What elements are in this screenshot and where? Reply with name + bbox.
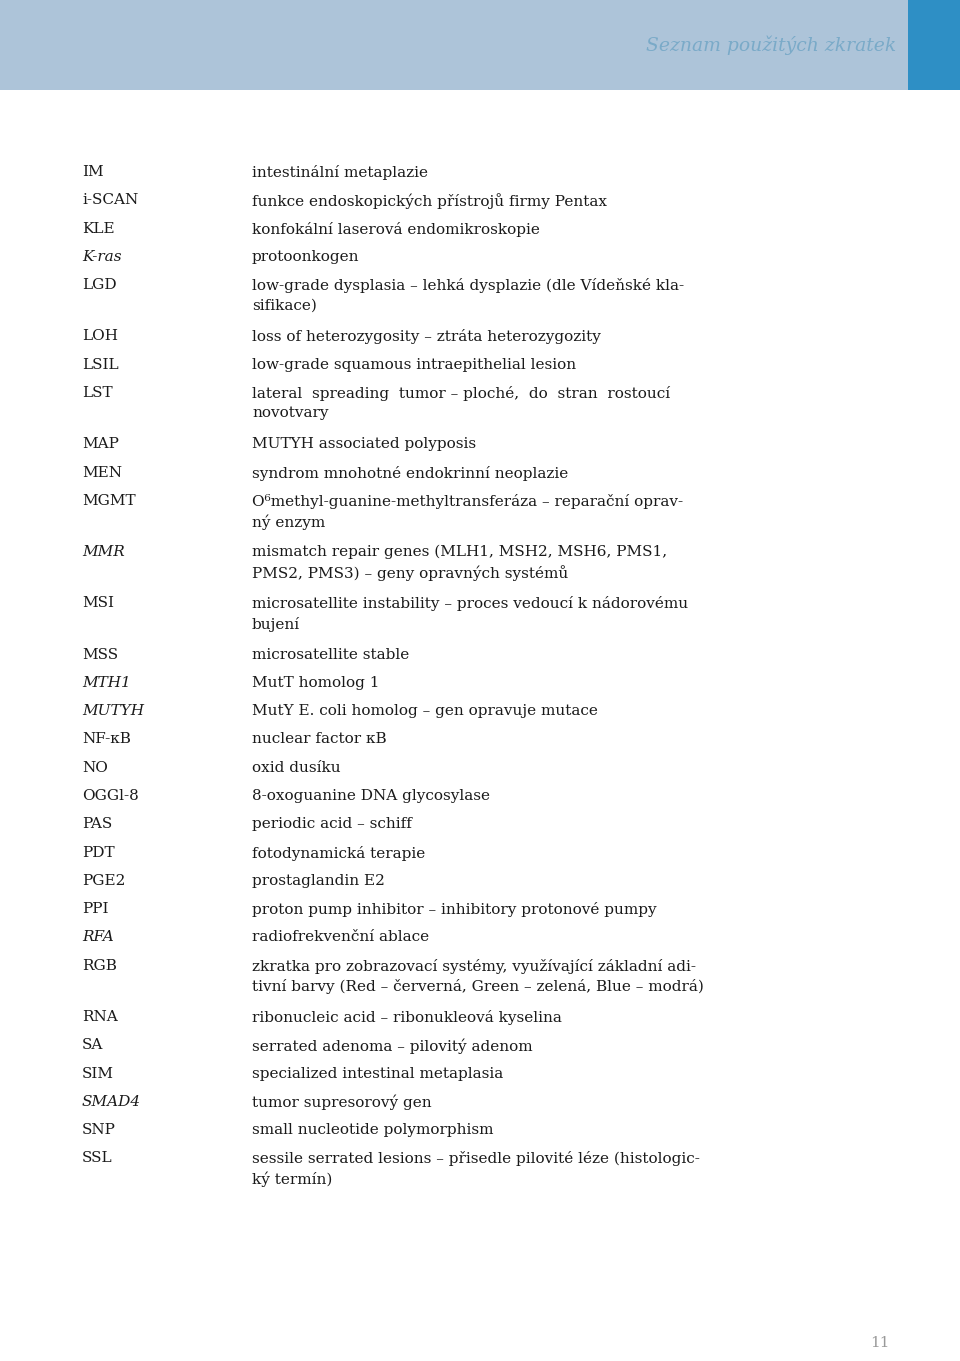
Text: PDT: PDT (82, 845, 114, 860)
Bar (0, 0, 960, 90)
Text: MSI: MSI (82, 596, 114, 610)
Text: LSIL: LSIL (82, 358, 119, 372)
Text: microsatellite instability – proces vedoucí k nádorovému: microsatellite instability – proces vedo… (252, 596, 688, 611)
Text: MUTYH associated polyposis: MUTYH associated polyposis (252, 437, 476, 452)
Text: OGGl-8: OGGl-8 (82, 789, 139, 803)
Text: MUTYH: MUTYH (82, 704, 144, 719)
Text: serrated adenoma – pilovitý adenom: serrated adenoma – pilovitý adenom (252, 1038, 533, 1053)
Text: i-SCAN: i-SCAN (82, 193, 138, 207)
Text: Seznam použitých zkratek: Seznam použitých zkratek (646, 35, 896, 54)
Text: MAP: MAP (82, 437, 119, 452)
Text: LOH: LOH (82, 329, 118, 343)
Text: IM: IM (82, 165, 104, 180)
Text: small nucleotide polymorphism: small nucleotide polymorphism (252, 1123, 493, 1138)
Text: SA: SA (82, 1038, 104, 1052)
Text: specialized intestinal metaplasia: specialized intestinal metaplasia (252, 1067, 503, 1081)
Text: sessile serrated lesions – přisedle pilovité léze (histologic-: sessile serrated lesions – přisedle pilo… (252, 1151, 700, 1166)
Text: PGE2: PGE2 (82, 874, 126, 887)
Text: SMAD4: SMAD4 (82, 1094, 141, 1109)
Text: sifikace): sifikace) (252, 298, 317, 313)
Text: periodic acid – schiff: periodic acid – schiff (252, 818, 412, 832)
Text: MutT homolog 1: MutT homolog 1 (252, 676, 379, 690)
Text: low-grade dysplasia – lehká dysplazie (dle Vídeňské kla-: low-grade dysplasia – lehká dysplazie (d… (252, 278, 684, 293)
Text: O⁶methyl-guanine-methyltransferáza – reparační oprav-: O⁶methyl-guanine-methyltransferáza – rep… (252, 494, 684, 509)
Text: konfokální laserová endomikroskopie: konfokální laserová endomikroskopie (252, 222, 540, 237)
Text: loss of heterozygosity – ztráta heterozygozity: loss of heterozygosity – ztráta heterozy… (252, 329, 601, 344)
Text: syndrom mnohotné endokrinní neoplazie: syndrom mnohotné endokrinní neoplazie (252, 465, 568, 480)
Text: ký termín): ký termín) (252, 1172, 332, 1187)
Text: K-ras: K-ras (82, 250, 122, 264)
Text: mismatch repair genes (MLH1, MSH2, MSH6, PMS1,: mismatch repair genes (MLH1, MSH2, MSH6,… (252, 544, 667, 559)
Text: prostaglandin E2: prostaglandin E2 (252, 874, 385, 887)
Bar (908, 0, 960, 90)
Text: SSL: SSL (82, 1151, 112, 1165)
Text: low-grade squamous intraepithelial lesion: low-grade squamous intraepithelial lesio… (252, 358, 576, 372)
Text: MutY E. coli homolog – gen opravuje mutace: MutY E. coli homolog – gen opravuje muta… (252, 704, 598, 719)
Text: protoonkogen: protoonkogen (252, 250, 359, 264)
Text: MGMT: MGMT (82, 494, 135, 508)
Text: KLE: KLE (82, 222, 114, 235)
Text: PAS: PAS (82, 818, 112, 832)
Text: fotodynamická terapie: fotodynamická terapie (252, 845, 425, 860)
Text: ný enzym: ný enzym (252, 514, 325, 529)
Text: PPI: PPI (82, 902, 108, 916)
Text: LST: LST (82, 387, 112, 400)
Text: lateral  spreading  tumor – ploché,  do  stran  rostoucí: lateral spreading tumor – ploché, do str… (252, 387, 670, 401)
Text: proton pump inhibitor – inhibitory protonové pumpy: proton pump inhibitor – inhibitory proto… (252, 902, 657, 917)
Text: intestinální metaplazie: intestinální metaplazie (252, 165, 428, 180)
Text: MTH1: MTH1 (82, 676, 131, 690)
Text: RNA: RNA (82, 1010, 118, 1023)
Text: MMR: MMR (82, 544, 125, 559)
Text: RGB: RGB (82, 958, 117, 973)
Text: SNP: SNP (82, 1123, 116, 1138)
Text: zkratka pro zobrazovací systémy, využívající základní adi-: zkratka pro zobrazovací systémy, využíva… (252, 958, 696, 973)
Text: novotvary: novotvary (252, 407, 328, 421)
Text: RFA: RFA (82, 931, 113, 945)
Text: ribonucleic acid – ribonukleová kyselina: ribonucleic acid – ribonukleová kyselina (252, 1010, 562, 1025)
Text: LGD: LGD (82, 278, 116, 293)
Text: NO: NO (82, 761, 108, 774)
Text: 11: 11 (871, 1337, 890, 1350)
Text: nuclear factor κB: nuclear factor κB (252, 732, 387, 746)
Text: tumor supresorový gen: tumor supresorový gen (252, 1094, 432, 1111)
Text: bujení: bujení (252, 617, 300, 632)
Text: tivní barvy (Red – červerná, Green – zelená, Blue – modrá): tivní barvy (Red – červerná, Green – zel… (252, 980, 704, 995)
Text: SIM: SIM (82, 1067, 114, 1081)
Text: 8-oxoguanine DNA glycosylase: 8-oxoguanine DNA glycosylase (252, 789, 490, 803)
Text: funkce endoskopických přístrojů firmy Pentax: funkce endoskopických přístrojů firmy Pe… (252, 193, 607, 210)
Text: PMS2, PMS3) – geny opravných systémů: PMS2, PMS3) – geny opravných systémů (252, 566, 568, 581)
Text: MEN: MEN (82, 465, 122, 479)
Text: NF-κB: NF-κB (82, 732, 131, 746)
Text: radiofrekvenční ablace: radiofrekvenční ablace (252, 931, 429, 945)
Text: MSS: MSS (82, 648, 118, 661)
Text: oxid dusíku: oxid dusíku (252, 761, 341, 774)
Text: microsatellite stable: microsatellite stable (252, 648, 409, 661)
